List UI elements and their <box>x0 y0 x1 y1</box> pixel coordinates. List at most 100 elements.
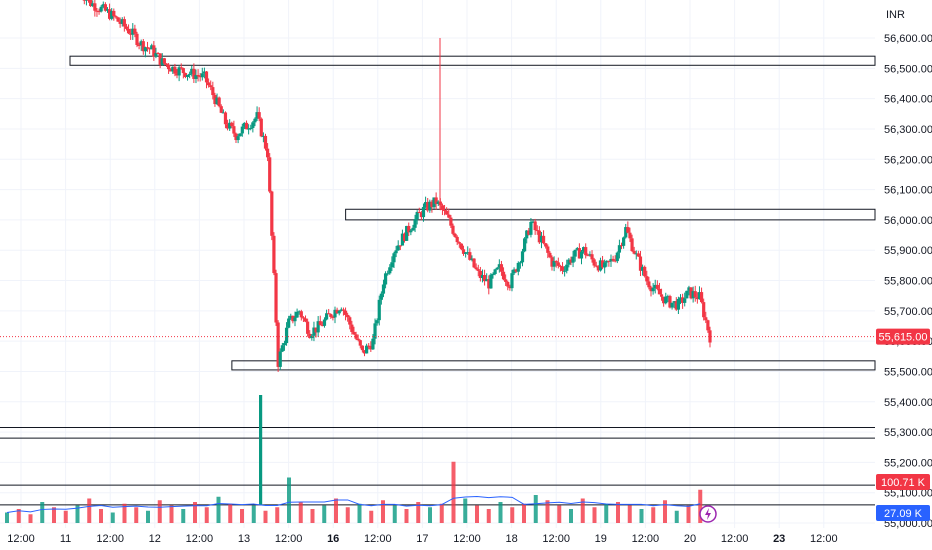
candle-body <box>221 112 225 114</box>
volume-bar <box>287 477 291 523</box>
volume-bar <box>40 502 45 523</box>
volume-bar <box>510 507 515 523</box>
candle-body <box>455 236 459 243</box>
horizontal-levels[interactable] <box>0 55 876 506</box>
candle-body <box>145 47 150 49</box>
candle-body <box>97 11 101 13</box>
candle-body <box>196 74 200 77</box>
current-price-badge <box>876 328 930 345</box>
candle-body <box>419 213 423 218</box>
volume-bar <box>557 505 562 523</box>
volume-bar <box>298 502 303 523</box>
candle-body <box>190 68 194 74</box>
candle-body <box>563 270 567 272</box>
candle-body <box>388 267 392 274</box>
candle-body <box>480 275 485 279</box>
candle-body <box>451 225 455 234</box>
volume-bar <box>122 503 127 523</box>
candle-body <box>112 10 116 17</box>
candle-body <box>209 85 213 88</box>
price-axis[interactable]: INR 56,600.00 56,500.00 56,400.00 56,300.00… <box>884 9 932 530</box>
candle-body <box>266 148 270 158</box>
candle-body <box>647 281 651 288</box>
candle-body <box>360 345 364 351</box>
candle-body <box>350 324 354 332</box>
candle-body <box>394 250 398 254</box>
volume-bar <box>674 510 679 523</box>
candle-body <box>685 290 689 299</box>
candle-body <box>464 252 468 254</box>
price-tick-label: 56,100.00 <box>884 185 932 197</box>
time-tick-label: 13 <box>238 533 250 545</box>
candle-body <box>474 267 478 270</box>
volume-bar <box>52 507 56 523</box>
candle-body <box>137 44 141 46</box>
candle-body <box>312 327 316 336</box>
time-axis[interactable]: 12:00 11 12:00 12 12:00 13 12:00 16 12:00 17 12:00… <box>7 533 837 545</box>
candle-body <box>339 309 343 311</box>
support-zone[interactable] <box>231 360 876 371</box>
candle-body <box>164 63 169 65</box>
volume-bar <box>545 500 550 523</box>
candle-body <box>287 318 291 328</box>
candle-body <box>579 251 584 259</box>
volume-bar <box>157 500 162 523</box>
volume-bar <box>251 505 256 523</box>
candle-body <box>592 259 596 266</box>
candle-body <box>120 19 124 24</box>
candle-body <box>659 294 664 297</box>
candle-body <box>324 313 329 320</box>
candle-body <box>242 122 247 127</box>
candle-body <box>280 345 284 352</box>
volume-bar <box>381 500 385 523</box>
volume-bar <box>439 503 444 523</box>
volume-bar <box>463 498 468 523</box>
price-badges: 55,615.00 100.71 K 27.09 K <box>0 328 930 523</box>
volume-bar <box>63 510 68 523</box>
volume-bar <box>369 510 374 523</box>
candle-body <box>320 325 324 327</box>
candle-body <box>470 258 474 260</box>
time-tick-label: 12:00 <box>7 533 35 545</box>
candle-body <box>276 322 280 367</box>
resistance-zone-upper[interactable] <box>69 55 876 66</box>
candle-body <box>308 333 312 339</box>
volume-ma-label: 27.09 K <box>884 508 923 520</box>
volume-bar <box>345 507 350 523</box>
resistance-zone-middle[interactable] <box>345 208 876 221</box>
candle-body <box>318 321 322 326</box>
candle-body <box>322 319 327 326</box>
volume-bar <box>498 502 503 523</box>
candle-body <box>400 233 405 246</box>
candle-body <box>377 299 381 321</box>
volume-bar <box>87 498 92 523</box>
volume-bar <box>627 505 632 523</box>
candle-body <box>148 48 152 50</box>
candle-body <box>383 273 388 285</box>
candle-body <box>695 297 699 300</box>
candle-body <box>362 350 367 354</box>
candle-body <box>310 335 314 339</box>
candle-body <box>253 118 257 123</box>
candle-body <box>546 246 550 253</box>
candle-body <box>270 191 274 236</box>
candle-body <box>103 4 107 11</box>
candle-body <box>670 302 674 308</box>
candle-body <box>636 253 640 257</box>
candle-body <box>638 256 643 271</box>
candle-body <box>434 197 438 204</box>
candle-body <box>518 262 522 264</box>
candle-body <box>678 297 683 299</box>
candle-body <box>598 260 603 271</box>
candle-body <box>259 395 263 505</box>
candle-body <box>263 135 268 149</box>
price-tick-label: 56,400.00 <box>884 94 932 106</box>
candle-body <box>613 260 617 262</box>
candle-body <box>413 219 417 228</box>
candle-body <box>131 28 135 35</box>
candle-body <box>381 284 386 294</box>
candle-body <box>405 225 409 241</box>
candle-body <box>257 112 261 119</box>
